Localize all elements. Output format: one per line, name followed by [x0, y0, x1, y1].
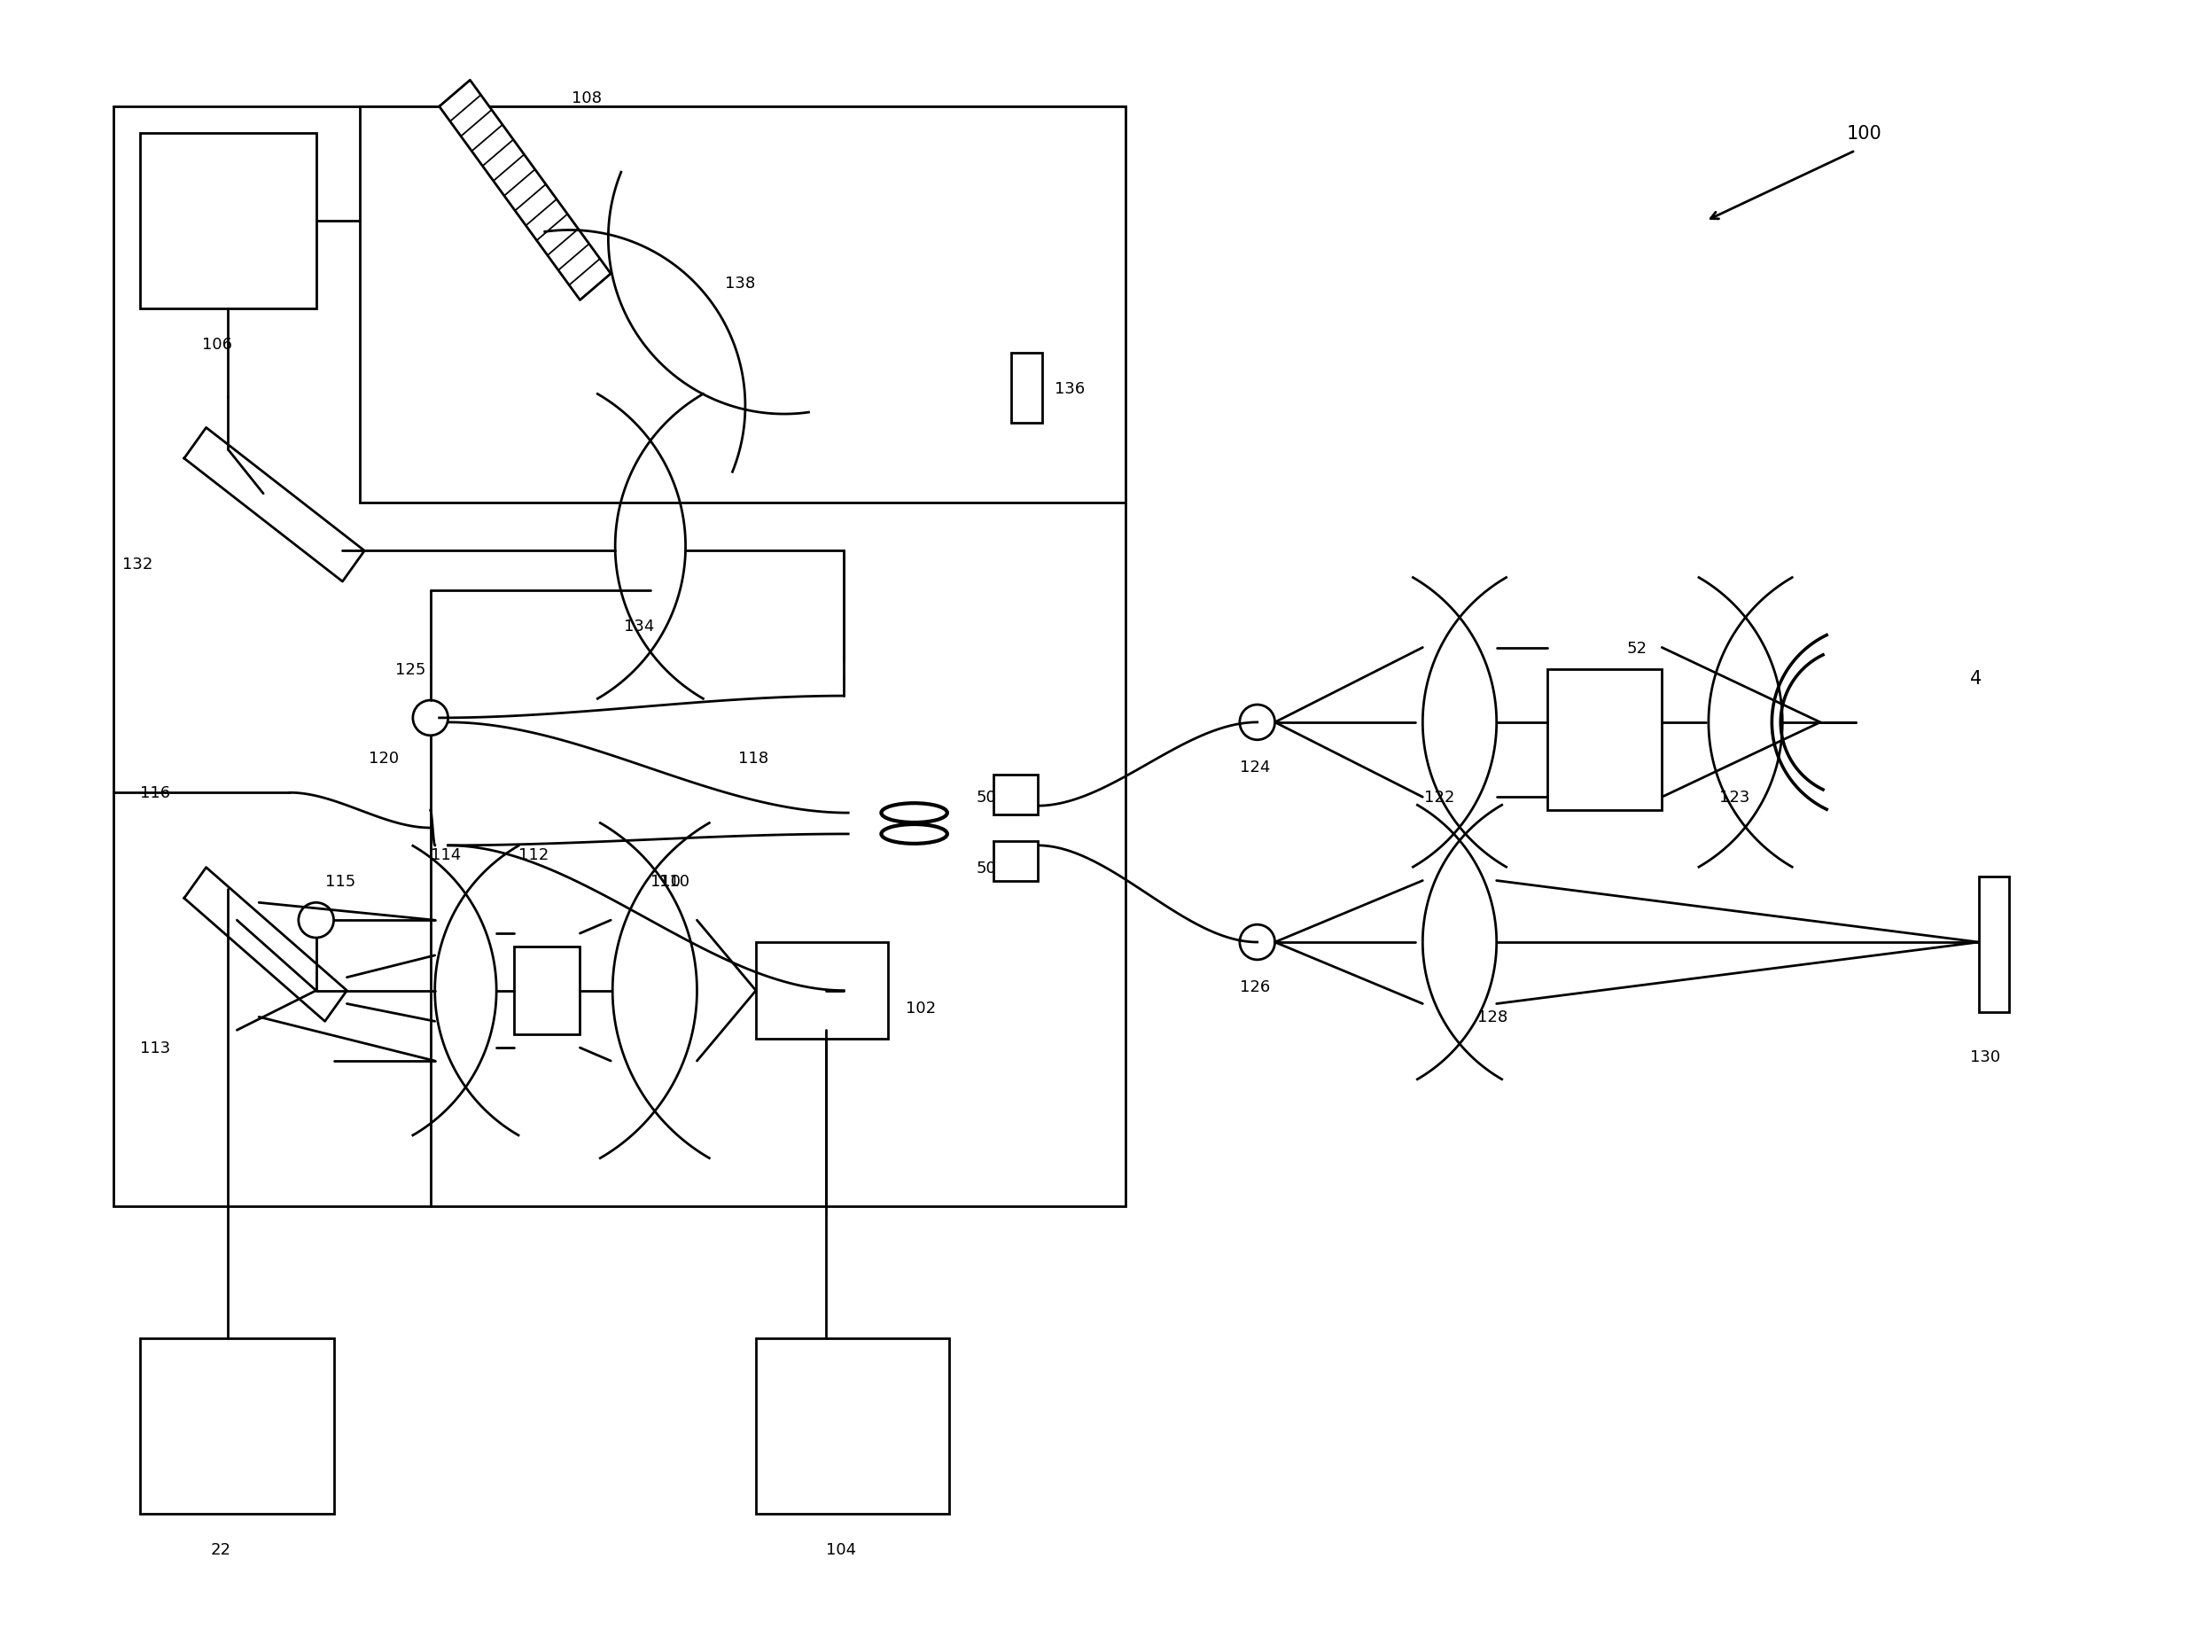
Text: 102: 102 — [905, 1001, 936, 1016]
Text: 108: 108 — [571, 91, 602, 106]
Text: 50%: 50% — [975, 790, 1011, 806]
Polygon shape — [184, 867, 347, 1021]
Bar — [993, 775, 1037, 814]
Bar — [993, 841, 1037, 881]
Bar — [139, 134, 316, 309]
Text: 110: 110 — [659, 872, 690, 889]
Bar — [1011, 354, 1042, 425]
Bar — [513, 947, 580, 1034]
Text: 116: 116 — [139, 785, 170, 801]
Text: 124: 124 — [1239, 758, 1270, 775]
Text: 106: 106 — [201, 337, 232, 352]
Bar — [1548, 671, 1661, 811]
Text: 130: 130 — [1969, 1049, 2000, 1066]
Text: 122: 122 — [1425, 790, 1455, 806]
Text: 104: 104 — [827, 1541, 856, 1558]
Bar — [1978, 877, 2008, 1013]
Text: 134: 134 — [624, 618, 655, 634]
Bar — [757, 943, 887, 1039]
Text: 52: 52 — [1626, 639, 1648, 656]
Text: 115: 115 — [325, 872, 356, 889]
Text: 132: 132 — [122, 557, 153, 572]
Text: 125: 125 — [396, 662, 425, 677]
Text: 120: 120 — [369, 750, 398, 767]
Text: 118: 118 — [739, 750, 768, 767]
Text: 138: 138 — [726, 276, 757, 291]
Text: 110: 110 — [650, 872, 681, 889]
Bar — [139, 1338, 334, 1513]
Ellipse shape — [880, 803, 947, 823]
Ellipse shape — [880, 824, 947, 844]
Text: 123: 123 — [1719, 790, 1750, 806]
Text: 112: 112 — [518, 846, 549, 862]
Text: 4: 4 — [1969, 669, 1982, 687]
Bar — [113, 107, 1126, 1206]
Text: 100: 100 — [1847, 126, 1882, 142]
Polygon shape — [440, 81, 611, 301]
Text: 22: 22 — [210, 1541, 230, 1558]
Text: 128: 128 — [1478, 1009, 1509, 1026]
Polygon shape — [184, 428, 365, 582]
Text: 114: 114 — [431, 846, 460, 862]
Text: 136: 136 — [1055, 380, 1086, 396]
Bar — [757, 1338, 949, 1513]
Text: 113: 113 — [139, 1041, 170, 1056]
Text: 126: 126 — [1239, 978, 1270, 995]
Bar — [361, 107, 1126, 502]
Text: 50%: 50% — [975, 859, 1011, 876]
